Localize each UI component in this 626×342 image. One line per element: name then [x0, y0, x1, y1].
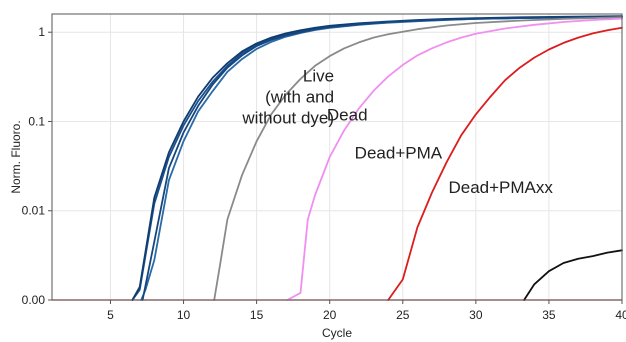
plot-frame	[51, 13, 623, 301]
series-line-dead-pmaxx	[387, 26, 623, 301]
x-tick-label: 10	[177, 308, 191, 322]
annotation-label: Dead+PMA	[355, 143, 443, 162]
series-line-ntc	[523, 249, 623, 301]
series-line-dead	[213, 16, 623, 301]
y-tick-label: 1	[38, 25, 45, 39]
annotation-label: Live	[303, 67, 334, 86]
series-line-live	[141, 15, 623, 301]
x-tick-label: 30	[469, 308, 483, 322]
y-axis-ticks: 0.00 0.01 0.1 1	[22, 25, 52, 307]
x-tick-label: 15	[250, 308, 264, 322]
x-tick-label: 40	[615, 308, 626, 322]
x-tick-label: 25	[396, 308, 410, 322]
series-line-dead-pma	[286, 17, 623, 301]
annotations: Live (with and without dye)Dead Dead+PMA Dea…	[241, 67, 553, 197]
y-tick-label: 0.00	[22, 293, 46, 307]
annotation-label: without dye)	[241, 109, 334, 128]
x-axis-ticks: 5 10 15 20 25 30 35 40	[107, 300, 626, 322]
x-tick-label: 5	[107, 308, 114, 322]
x-axis-label: Cycle	[322, 326, 352, 340]
y-axis-label: Norm. Fluoro.	[9, 120, 23, 193]
x-tick-label: 35	[542, 308, 556, 322]
y-tick-label: 0.1	[28, 114, 45, 128]
x-tick-label: 20	[323, 308, 337, 322]
y-tick-label: 0.01	[22, 204, 46, 218]
annotation-label: Dead+PMAxx	[448, 178, 553, 197]
annotation-label: (with and	[265, 88, 334, 107]
annotation-label: Dead	[327, 105, 368, 124]
